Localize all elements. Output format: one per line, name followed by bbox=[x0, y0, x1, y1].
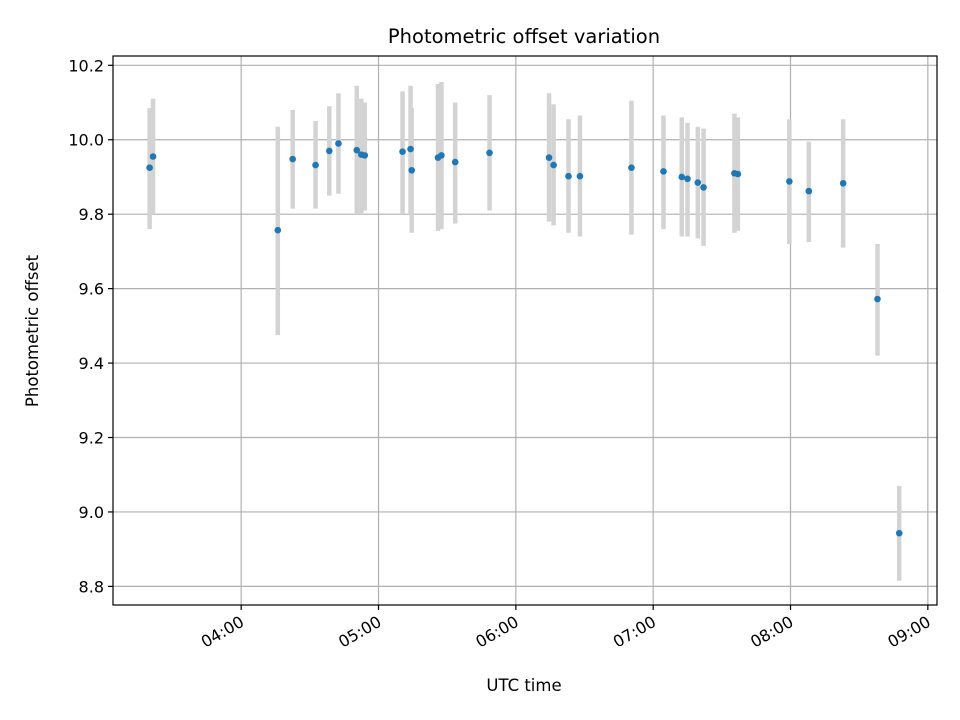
data-point bbox=[326, 147, 333, 155]
data-point bbox=[312, 161, 319, 169]
data-point bbox=[408, 166, 416, 174]
data-point bbox=[545, 154, 553, 161]
y-tick-label: 9.2 bbox=[79, 429, 104, 448]
data-point bbox=[407, 145, 414, 153]
data-point bbox=[274, 226, 282, 234]
plot-area-frame bbox=[112, 55, 938, 606]
data-point bbox=[576, 172, 584, 180]
data-point bbox=[700, 184, 707, 191]
data-point bbox=[451, 158, 459, 166]
data-point bbox=[335, 140, 342, 147]
data-point bbox=[438, 152, 445, 159]
y-axis-title: Photometric offset bbox=[23, 254, 42, 407]
data-points bbox=[146, 140, 903, 537]
data-point bbox=[399, 148, 406, 155]
data-point bbox=[678, 173, 686, 181]
y-tick-label: 10.2 bbox=[68, 56, 104, 75]
data-point bbox=[874, 295, 881, 303]
data-point bbox=[289, 155, 296, 163]
data-point bbox=[734, 170, 742, 178]
data-point bbox=[895, 529, 903, 537]
data-point bbox=[146, 164, 153, 171]
y-tick-label: 8.8 bbox=[79, 577, 104, 596]
data-point bbox=[565, 172, 572, 180]
data-point bbox=[550, 161, 557, 169]
data-point bbox=[684, 175, 691, 183]
data-point bbox=[786, 178, 793, 185]
data-point bbox=[486, 149, 493, 157]
data-point bbox=[839, 179, 847, 187]
data-point bbox=[694, 179, 702, 186]
data-point bbox=[660, 168, 667, 175]
data-point bbox=[353, 146, 361, 154]
y-axis-ticks: 8.8 9.0 9.2 9.4 9.6 9.8 10.0 10.2 bbox=[68, 56, 113, 596]
y-tick-label: 9.0 bbox=[79, 503, 104, 522]
data-point bbox=[805, 187, 813, 195]
data-point bbox=[149, 153, 157, 160]
data-point bbox=[361, 152, 369, 159]
y-tick-label: 9.6 bbox=[79, 280, 104, 299]
x-axis-title: UTC time bbox=[486, 676, 561, 695]
y-tick-label: 9.8 bbox=[79, 205, 104, 224]
chart-title: Photometric offset variation bbox=[388, 25, 660, 48]
grid-lines bbox=[113, 56, 937, 605]
y-tick-label: 10.0 bbox=[68, 131, 104, 150]
y-tick-label: 9.4 bbox=[79, 354, 104, 373]
data-point bbox=[628, 164, 635, 171]
